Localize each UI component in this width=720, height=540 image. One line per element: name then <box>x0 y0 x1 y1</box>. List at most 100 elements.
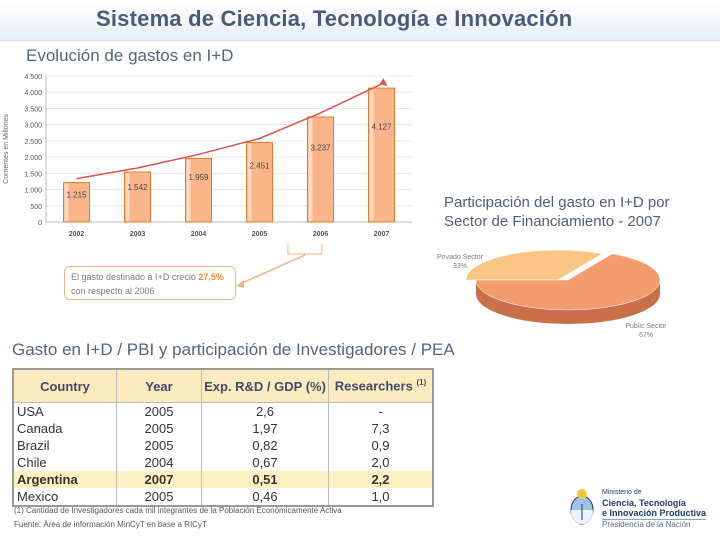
cell-year: 2005 <box>116 402 202 420</box>
cell-year: 2005 <box>116 437 202 454</box>
callout-text: El gasto destinado a I+D creció <box>71 272 199 282</box>
pie-title-line2: Sector de Financiamiento - 2007 <box>444 213 661 230</box>
y-tick-label: 0 <box>38 220 42 227</box>
x-tick-label: 2004 <box>191 231 207 238</box>
header-researchers: Researchers (1) <box>328 369 434 403</box>
cell-country: Brazil <box>13 437 117 454</box>
cell-researchers: 0,9 <box>328 437 434 454</box>
x-tick-label: 2003 <box>130 231 146 238</box>
bar-chart-title: Evolución de gastos en I+D <box>26 46 234 65</box>
y-tick-label: 2.500 <box>24 139 42 146</box>
x-tick-label: 2005 <box>252 231 268 238</box>
table-row: Mexico 2005 0,46 1,0 <box>13 488 434 506</box>
y-tick-label: 4.500 <box>24 74 42 81</box>
growth-callout: El gasto destinado a I+D creció 27,5% co… <box>64 266 236 300</box>
cell-year: 2007 <box>116 471 202 488</box>
logo-line1: Ministerio de <box>602 489 642 496</box>
cell-year: 2004 <box>116 454 202 471</box>
pie-label-private-name: Privado Sector <box>437 254 483 261</box>
cell-exp: 0,67 <box>201 454 329 471</box>
y-tick-label: 3.500 <box>24 106 42 113</box>
footnote-researchers: (1) Cantidad de Investigadores cada mil … <box>14 506 342 515</box>
bar-value-label: 4.127 <box>371 123 392 132</box>
bar-value-label: 1.215 <box>66 191 87 200</box>
bar-highlight <box>308 117 313 221</box>
header-country: Country <box>13 369 117 403</box>
y-tick-label: 500 <box>30 204 42 211</box>
cell-researchers: 7,3 <box>328 420 434 437</box>
bar-chart: 0 500 1.000 1.500 2.000 2.500 3.000 3.500 4.000 4… <box>3 74 412 238</box>
table-title: Gasto en I+D / PBI y participación de In… <box>12 340 455 359</box>
cell-country: Argentina <box>13 471 117 488</box>
ministry-logo: Ministerio de Ciencia, Tecnología e Inno… <box>566 486 716 534</box>
cell-country: Mexico <box>13 488 117 506</box>
cell-country: USA <box>13 402 117 420</box>
table-body: USA 2005 2,6- Canada 2005 1,97 7,3 Brazil 2005 0,… <box>13 402 434 506</box>
logo-line2: Ciencia, Tecnología <box>602 498 686 508</box>
logo-line3: e Innovación Productiva <box>602 508 707 518</box>
callout-highlight: 27,5% <box>198 272 224 282</box>
table-row: Canada 2005 1,97 7,3 <box>13 420 434 437</box>
bar-highlight <box>369 89 374 221</box>
table-header-row: Country Year Exp. R&D / GDP (%) Research… <box>13 369 434 403</box>
cell-researchers: 2,2 <box>328 471 434 488</box>
y-tick-label: 3.000 <box>24 123 42 130</box>
logo-text: Ministerio de Ciencia, Tecnología e Inno… <box>602 488 707 530</box>
pie-label-public-name: Public Sector <box>625 323 667 330</box>
pie-side <box>476 280 660 324</box>
pie-chart-title: Participación del gasto en I+D por Secto… <box>444 193 704 231</box>
x-tick-label: 2006 <box>313 231 329 238</box>
table-row: Argentina 2007 0,51 2,2 <box>13 471 434 488</box>
cell-researchers: 1,0 <box>328 488 434 506</box>
cell-year: 2005 <box>116 488 202 506</box>
x-tick-label: 2002 <box>69 231 85 238</box>
cell-researchers: 2,0 <box>328 454 434 471</box>
y-tick-label: 1.500 <box>24 171 42 178</box>
bar-value-label: 1.542 <box>127 183 148 192</box>
header: Sistema de Ciencia, Tecnología e Innovac… <box>0 0 720 41</box>
header-researchers-note: (1) <box>416 378 427 388</box>
pie-label-private-value: 33% <box>452 263 467 270</box>
logo-line4: Presidencia de la Nación <box>602 519 707 530</box>
table-row: Brazil 2005 0,82 0,9 <box>13 437 434 454</box>
callout-text-2: con respecto al 2006 <box>71 286 155 296</box>
footnote-source: Fuente: Área de información MinCyT en ba… <box>14 520 207 529</box>
pie-slice <box>465 249 604 281</box>
pie-title-line1: Participación del gasto en I+D por <box>444 194 670 211</box>
table-row: Chile 2004 0,67 2,0 <box>13 454 434 471</box>
y-axis-label: Corrientes en Millones <box>3 114 10 184</box>
cell-exp: 1,97 <box>201 420 329 437</box>
pie-slice <box>475 253 661 311</box>
bar-highlight <box>186 159 191 221</box>
arrow-head <box>236 280 244 288</box>
trend-arrow-head <box>379 78 388 87</box>
cell-exp: 0,82 <box>201 437 329 454</box>
x-tick-label: 2007 <box>374 231 390 238</box>
bar-value-label: 3.237 <box>310 143 331 152</box>
header-researchers-label: Researchers <box>334 378 413 394</box>
pie-label-public: Public Sector 67% <box>614 322 678 340</box>
cell-exp: 2,6 <box>201 402 329 420</box>
cell-year: 2005 <box>116 420 202 437</box>
coat-of-arms-icon <box>570 489 594 525</box>
header-exp: Exp. R&D / GDP (%) <box>201 369 329 403</box>
y-tick-label: 4.000 <box>24 90 42 97</box>
cell-country: Canada <box>13 420 117 437</box>
bar-highlight <box>64 183 69 221</box>
pie-chart <box>465 249 661 324</box>
cell-country: Chile <box>13 454 117 471</box>
cell-exp: 0,51 <box>201 471 329 488</box>
bar-highlight <box>247 143 252 221</box>
cell-researchers: - <box>328 402 434 420</box>
bar-highlight <box>125 172 130 221</box>
page-title: Sistema de Ciencia, Tecnología e Innovac… <box>96 6 573 31</box>
table-row: USA 2005 2,6- <box>13 402 434 420</box>
bar-value-label: 2.451 <box>249 162 270 171</box>
y-tick-label: 2.000 <box>24 155 42 162</box>
data-table: Country Year Exp. R&D / GDP (%) Research… <box>12 368 434 507</box>
trend-line <box>76 83 382 180</box>
bar-value-label: 1.959 <box>188 173 209 182</box>
y-tick-label: 1.000 <box>24 188 42 195</box>
pie-label-private: Privado Sector 33% <box>430 253 490 271</box>
pie-label-public-value: 67% <box>638 332 653 339</box>
